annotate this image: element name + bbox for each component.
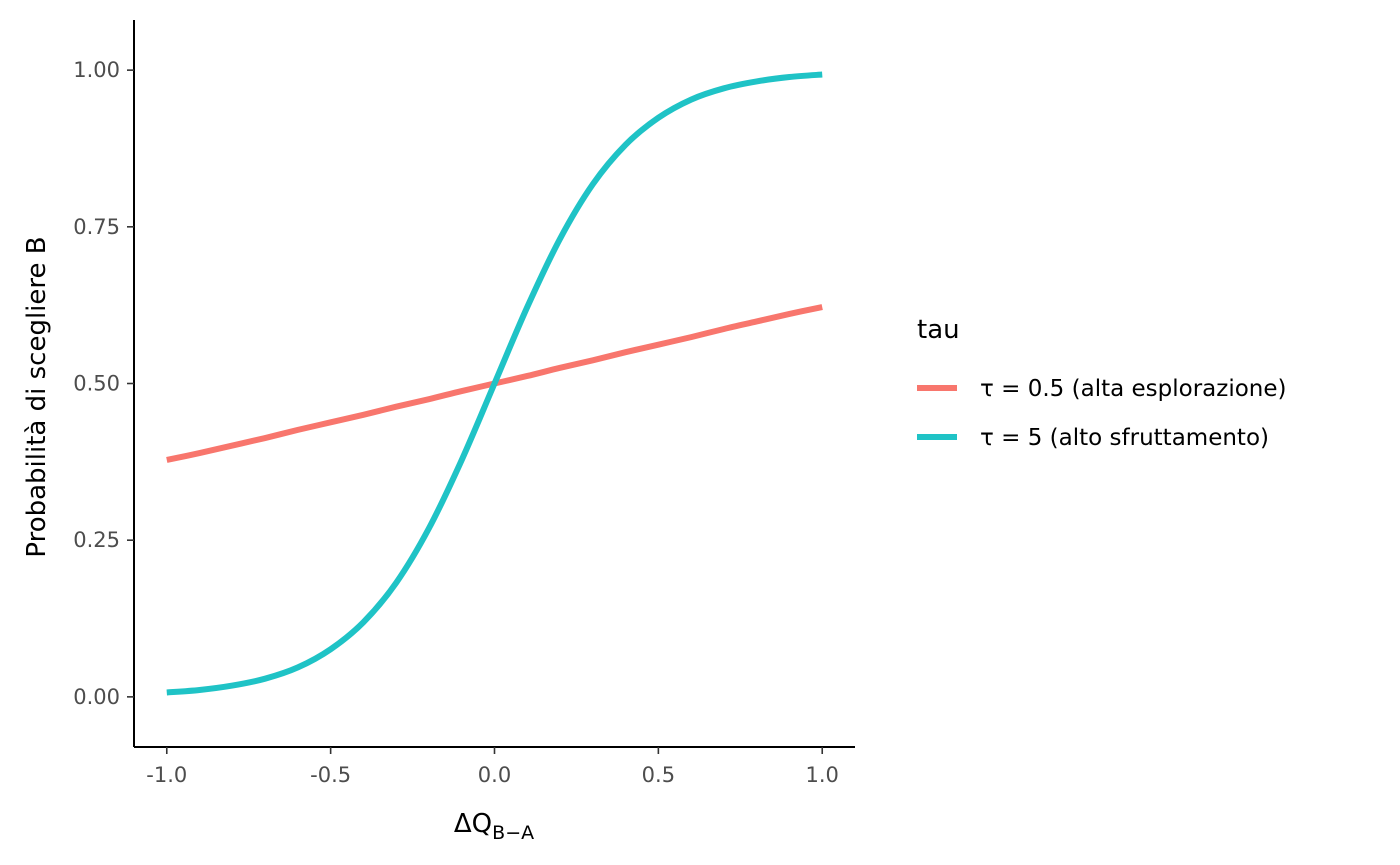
x-axis-title-main: ΔQ bbox=[454, 809, 492, 839]
legend-title: tau bbox=[917, 315, 960, 345]
series-line-2 bbox=[166, 71, 823, 696]
x-tick-label: 1.0 bbox=[806, 763, 839, 787]
y-tick-label: 1.00 bbox=[73, 58, 120, 82]
x-axis-title: ΔQB−A bbox=[454, 809, 534, 844]
y-tick-label: 0.50 bbox=[73, 372, 120, 396]
y-axis-title: Probabilità di scegliere B bbox=[22, 236, 52, 557]
axes: 0.00 0.25 0.50 0.75 1.00 -1.0 -0.5 0.0 0.5 1.0 bbox=[73, 20, 855, 787]
legend-label-1: τ = 0.5 (alta esplorazione) bbox=[980, 376, 1287, 402]
legend-label-2: τ = 5 (alto sfruttamento) bbox=[980, 425, 1269, 451]
legend: tau τ = 0.5 (alta esplorazione) τ = 5 (al… bbox=[917, 315, 1287, 451]
legend-items: τ = 0.5 (alta esplorazione) τ = 5 (alto s… bbox=[917, 376, 1287, 451]
x-tick-label: -1.0 bbox=[146, 763, 187, 787]
x-axis-title-subscript: B−A bbox=[492, 822, 534, 844]
x-tick-label: 0.0 bbox=[478, 763, 511, 787]
y-tick-label: 0.00 bbox=[73, 685, 120, 709]
x-tick-label: 0.5 bbox=[642, 763, 675, 787]
y-tick-label: 0.75 bbox=[73, 215, 120, 239]
plot-area bbox=[166, 71, 823, 696]
x-tick-label: -0.5 bbox=[310, 763, 351, 787]
y-tick-label: 0.25 bbox=[73, 528, 120, 552]
